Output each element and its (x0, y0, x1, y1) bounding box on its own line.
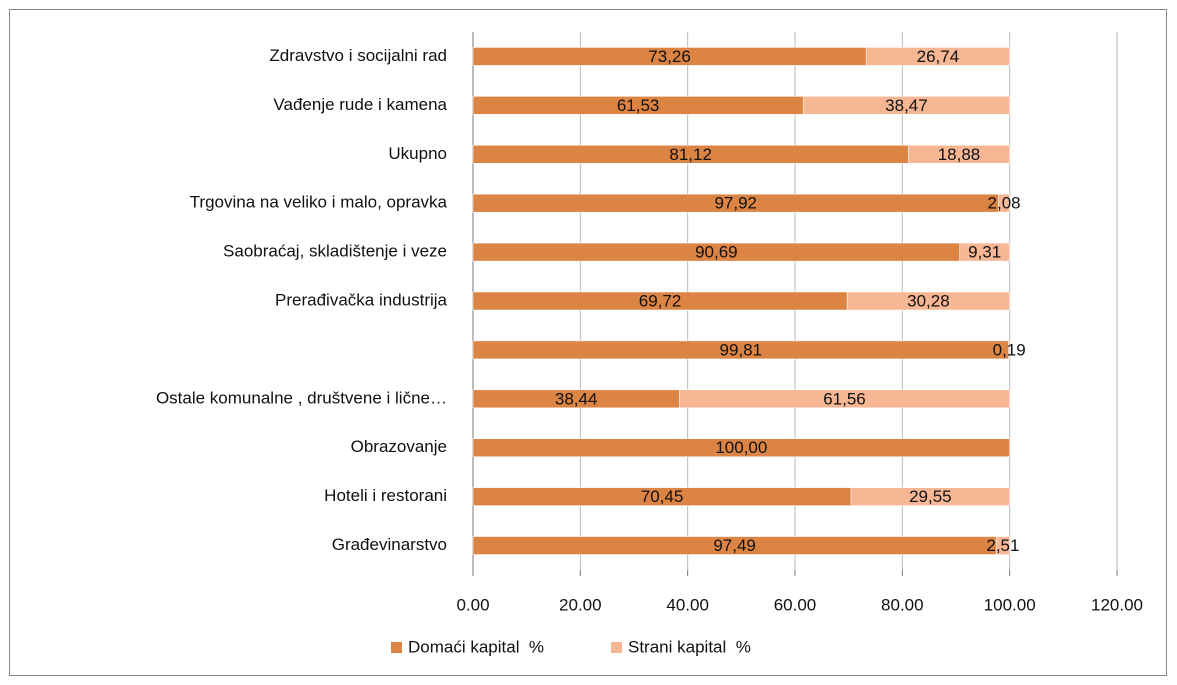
data-label: 29,55 (909, 487, 952, 506)
data-label: 38,47 (885, 96, 928, 115)
data-label: 30,28 (907, 291, 950, 310)
bar-segment (908, 145, 1010, 164)
y-tick-label: Saobraćaj, skladištenje i veze (223, 242, 447, 261)
legend-swatch (611, 642, 622, 653)
legend-label: Strani kapital % (628, 637, 751, 656)
bar-segment (472, 438, 1010, 457)
data-label: 2,51 (986, 536, 1019, 555)
x-tick-label: 60.00 (774, 595, 817, 614)
data-label: 38,44 (555, 389, 598, 408)
data-label: 97,92 (714, 194, 757, 213)
x-tick-label: 120.00 (1091, 595, 1143, 614)
data-label: 9,31 (968, 243, 1001, 262)
x-tick-label: 100.00 (984, 595, 1036, 614)
bar-segment (1008, 340, 1010, 360)
bar-segment (998, 193, 1010, 213)
x-tick-label: 40.00 (666, 595, 709, 614)
bar-segment (865, 47, 1010, 66)
data-label: 73,26 (648, 47, 691, 66)
legend-swatch (391, 642, 402, 653)
bar-segment (995, 536, 1010, 555)
y-tick-label: Obrazovanje (351, 437, 447, 456)
y-tick-label: Vađenje rude i kamena (273, 95, 447, 114)
data-label: 81,12 (669, 145, 712, 164)
y-tick-label: Ukupno (388, 144, 447, 163)
y-tick-label: Ostale komunalne , društvene i lične… (156, 388, 447, 407)
bar-segment (679, 389, 1010, 409)
y-tick-label: Zdravstvo i socijalni rad (269, 46, 447, 65)
y-tick-label: Trgovina na veliko i malo, opravka (190, 193, 448, 212)
data-label: 0,19 (993, 340, 1026, 359)
data-label: 97,49 (713, 536, 756, 555)
data-label: 61,56 (823, 389, 866, 408)
legend-label: Domaći kapital % (408, 637, 544, 656)
y-tick-label: Hoteli i restorani (324, 486, 447, 505)
bar-segment (802, 96, 1010, 115)
data-label: 70,45 (641, 487, 684, 506)
y-tick-label: Građevinarstvo (332, 535, 447, 554)
data-label: 99,81 (720, 340, 763, 359)
bar-segment (959, 242, 1010, 262)
x-tick-label: 80.00 (881, 595, 924, 614)
data-label: 18,88 (938, 145, 981, 164)
x-tick-label: 0.00 (456, 595, 489, 614)
data-label: 2,08 (988, 194, 1021, 213)
bar-segment (850, 487, 1010, 506)
data-label: 90,69 (695, 243, 738, 262)
data-label: 61,53 (617, 96, 660, 115)
data-label: 100,00 (715, 438, 767, 457)
bar-segment (846, 291, 1010, 311)
x-tick-label: 20.00 (559, 595, 602, 614)
data-label: 26,74 (917, 47, 960, 66)
y-tick-label: Prerađivačka industrija (275, 290, 448, 309)
data-label: 69,72 (639, 291, 682, 310)
